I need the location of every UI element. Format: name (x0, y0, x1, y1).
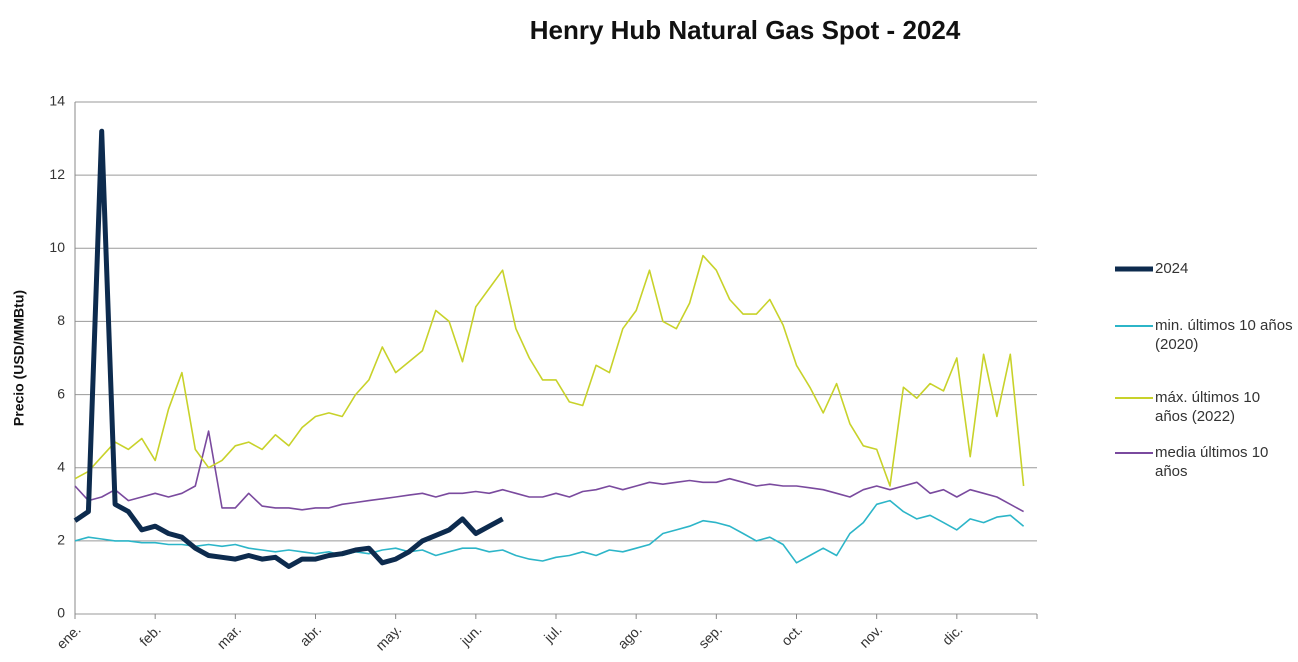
series-line (74, 499, 1025, 564)
legend-label: min. últimos 10 años (2020) (1155, 317, 1293, 353)
y-tick-label: 2 (57, 532, 65, 548)
legend-label: máx. últimos 10 años (2022) (1155, 389, 1261, 425)
y-tick-label: 0 (57, 605, 65, 621)
y-tick-label: 10 (49, 239, 65, 255)
x-tick-label: oct. (778, 621, 805, 648)
legend-label: 2024 (1155, 260, 1189, 277)
y-axis-label: Precio (USD/MMBtu) (11, 290, 27, 426)
series-line (73, 128, 504, 569)
series-line (74, 254, 1025, 487)
y-tick-label: 12 (49, 166, 65, 182)
y-tick-label: 4 (57, 458, 65, 474)
x-tick-label: jul. (540, 621, 565, 646)
x-tick-label: dic. (939, 621, 966, 648)
x-tick-label: ene. (53, 621, 84, 652)
legend-label: media últimos 10 años (1155, 444, 1269, 480)
x-tick-label: nov. (856, 621, 885, 650)
y-tick-label: 8 (57, 312, 65, 328)
x-tick-label: jun. (457, 621, 485, 649)
y-tick-label: 14 (49, 93, 65, 109)
x-tick-label: feb. (136, 621, 164, 649)
y-tick-label: 6 (57, 385, 65, 401)
x-tick-label: ago. (614, 621, 645, 652)
x-tick-label: may. (372, 621, 404, 653)
x-tick-label: mar. (214, 621, 245, 652)
chart-title: Henry Hub Natural Gas Spot - 2024 (530, 15, 961, 45)
x-tick-label: abr. (296, 621, 324, 649)
series-line (74, 430, 1024, 513)
x-tick-label: sep. (695, 621, 725, 651)
